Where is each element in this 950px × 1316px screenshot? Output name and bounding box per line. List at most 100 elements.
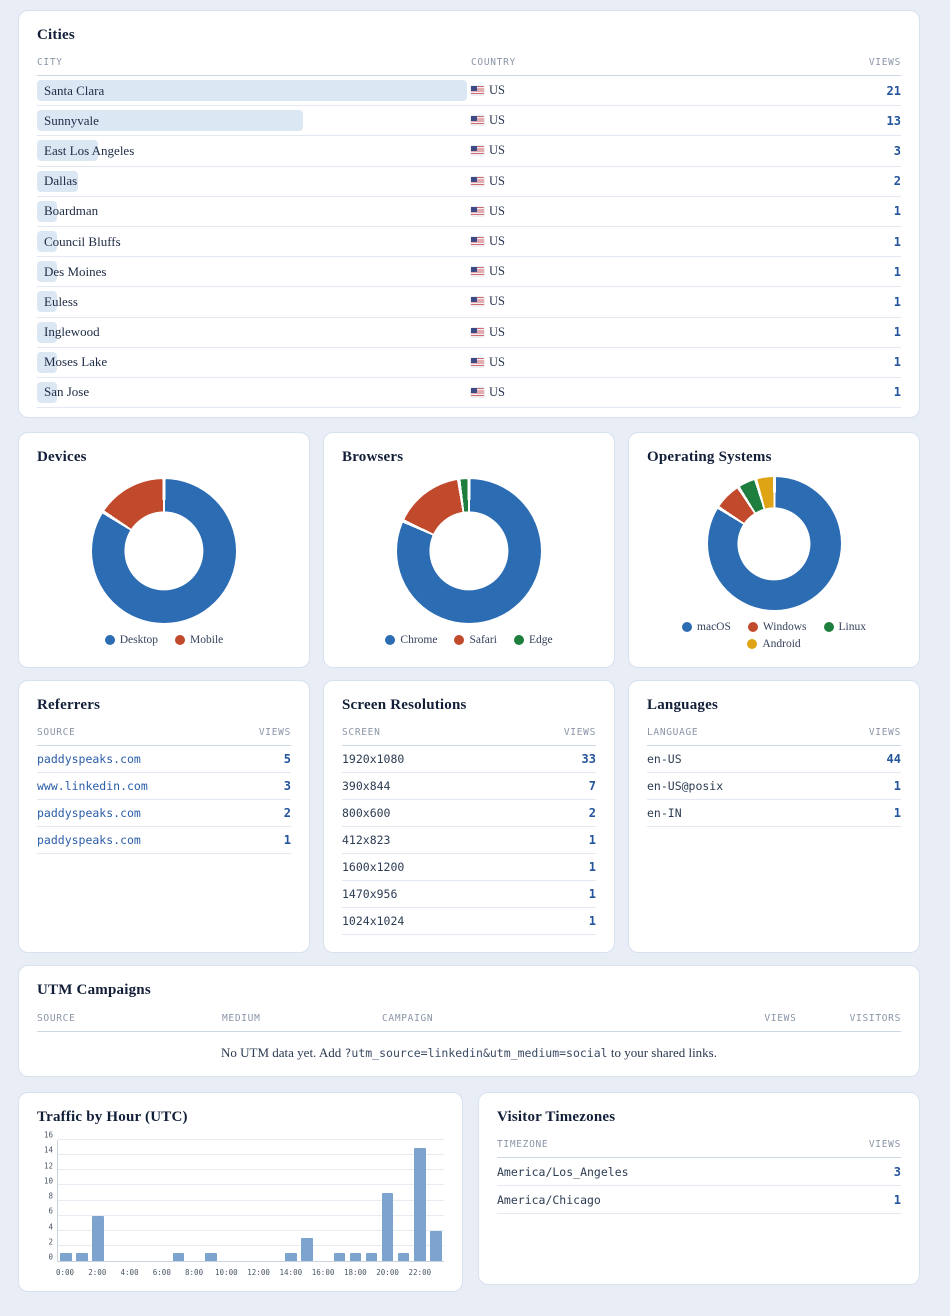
- languages-title: Languages: [647, 697, 718, 713]
- screens-card: Screen Resolutions SCREEN VIEWS 1920x108…: [323, 680, 615, 953]
- utm-card: UTM Campaigns SOURCE MEDIUM CAMPAIGN VIE…: [18, 965, 920, 1077]
- city-cell: Des Moines: [37, 261, 471, 283]
- referrers-table-body: paddyspeaks.com 5 www.linkedin.com 3 paddysp…: [37, 746, 291, 854]
- traffic-bar: [381, 1192, 394, 1261]
- city-views-bar: [37, 170, 78, 192]
- us-flag-icon: [471, 357, 484, 367]
- views-value: 1: [893, 264, 901, 279]
- city-views-bar: [37, 321, 57, 343]
- bar-slot: [347, 1140, 363, 1261]
- referrer-link[interactable]: www.linkedin.com: [37, 779, 148, 793]
- legend-label: Android: [762, 638, 801, 650]
- views-value: 2: [893, 174, 901, 189]
- row-label: 390x844: [342, 779, 391, 793]
- bottom-row: Traffic by Hour (UTC) 0 2 4 6 8 10 12 14 16 0:00…: [18, 1092, 920, 1292]
- views-value: 1: [588, 833, 596, 847]
- views-value: 1: [893, 325, 901, 340]
- city-name: Dallas: [44, 173, 78, 189]
- row-label: 1024x1024: [342, 914, 405, 928]
- views-value: 1: [893, 806, 901, 820]
- referrer-link[interactable]: paddyspeaks.com: [37, 752, 141, 766]
- legend-dot-icon: [747, 639, 758, 649]
- traffic-chart: 0 2 4 6 8 10 12 14 16: [37, 1131, 444, 1262]
- col-header-screen: SCREEN: [342, 727, 381, 738]
- col-header-views: VIEWS: [868, 57, 901, 68]
- city-views-bar: [37, 110, 303, 132]
- table-row: Moses Lake US 1: [37, 348, 901, 378]
- legend-dot-icon: [823, 622, 834, 632]
- legend-item: Mobile: [175, 634, 223, 646]
- views-value: 1: [893, 355, 901, 370]
- table-row: Euless US 1: [37, 287, 901, 318]
- country-cell: US: [471, 143, 894, 158]
- traffic-bar: [430, 1230, 442, 1261]
- table-row: en-US@posix 1: [647, 773, 901, 800]
- timezones-title: Visitor Timezones: [497, 1109, 616, 1125]
- legend-dot-icon: [513, 635, 524, 645]
- devices-legend: Desktop Mobile: [104, 634, 223, 646]
- col-header-timezone: TIMEZONE: [497, 1139, 549, 1150]
- table-row: paddyspeaks.com 2: [37, 800, 291, 827]
- bar-slot: [90, 1140, 106, 1261]
- referrer-link[interactable]: paddyspeaks.com: [37, 806, 141, 820]
- views-value: 1: [588, 914, 596, 928]
- timezones-table-body: America/Los_Angeles 3 America/Chicago 1: [497, 1158, 901, 1214]
- cities-table-header: CITY COUNTRY VIEWS: [37, 44, 901, 76]
- bar-slot: [380, 1140, 396, 1261]
- country-cell: US: [471, 264, 894, 279]
- cities-title: Cities: [37, 27, 75, 43]
- utm-table-header: SOURCE MEDIUM CAMPAIGN VIEWS VISITORS: [37, 999, 901, 1032]
- us-flag-icon: [471, 86, 484, 96]
- country-code: US: [489, 384, 505, 399]
- traffic-bars: [58, 1140, 444, 1261]
- table-row: 800x600 2: [342, 800, 596, 827]
- utm-title: UTM Campaigns: [37, 982, 151, 998]
- browsers-title: Browsers: [342, 449, 404, 465]
- bar-slot: [315, 1140, 331, 1261]
- city-cell: Euless: [37, 291, 471, 313]
- views-value: 3: [893, 1164, 901, 1179]
- y-axis-tick: 8: [48, 1191, 53, 1201]
- city-name: Sunnyvale: [44, 112, 99, 128]
- gridline: [58, 1184, 444, 1186]
- y-axis-tick: 6: [48, 1206, 53, 1216]
- browsers-donut-chart: [397, 479, 541, 623]
- legend-label: Desktop: [119, 634, 159, 646]
- views-value: 33: [581, 752, 596, 766]
- timezones-card: Visitor Timezones TIMEZONE VIEWS America…: [478, 1092, 920, 1285]
- country-cell: US: [471, 174, 894, 189]
- traffic-card: Traffic by Hour (UTC) 0 2 4 6 8 10 12 14 16 0:00…: [18, 1092, 463, 1292]
- table-row: America/Chicago 1: [497, 1186, 901, 1214]
- country-cell: US: [471, 234, 894, 249]
- table-row: San Jose US 1: [37, 378, 901, 409]
- os-donut-chart: [707, 477, 841, 610]
- city-name: Inglewood: [44, 324, 100, 340]
- utm-empty-message: No UTM data yet. Add ?utm_source=linkedi…: [221, 1045, 717, 1060]
- gridline: [58, 1199, 444, 1201]
- bar-slot: [58, 1140, 74, 1261]
- table-row: 1470x956 1: [342, 881, 596, 908]
- x-axis-tick: 22:00: [408, 1268, 432, 1277]
- legend-item: Linux: [823, 621, 866, 633]
- referrer-link[interactable]: paddyspeaks.com: [37, 833, 141, 847]
- city-views-bar: [37, 351, 57, 373]
- row-label: 1600x1200: [342, 860, 405, 874]
- us-flag-icon: [471, 237, 484, 247]
- city-views-bar: [37, 231, 57, 253]
- bar-slot: [171, 1140, 187, 1261]
- country-cell: US: [471, 113, 887, 128]
- table-row: East Los Angeles US 3: [37, 136, 901, 167]
- table-row: Inglewood US 1: [37, 318, 901, 348]
- us-flag-icon: [471, 116, 484, 126]
- gridline: [58, 1169, 444, 1171]
- country-code: US: [489, 234, 505, 249]
- views-value: 2: [588, 806, 596, 820]
- bar-slot: [219, 1140, 235, 1261]
- us-flag-icon: [471, 387, 484, 397]
- table-row: 1920x1080 33: [342, 746, 596, 773]
- y-axis-tick: 14: [43, 1145, 53, 1155]
- legend-dot-icon: [385, 635, 396, 645]
- table-row: en-US 44: [647, 746, 901, 773]
- legend-item: macOS: [682, 621, 731, 633]
- col-header-views: VIEWS: [258, 727, 291, 738]
